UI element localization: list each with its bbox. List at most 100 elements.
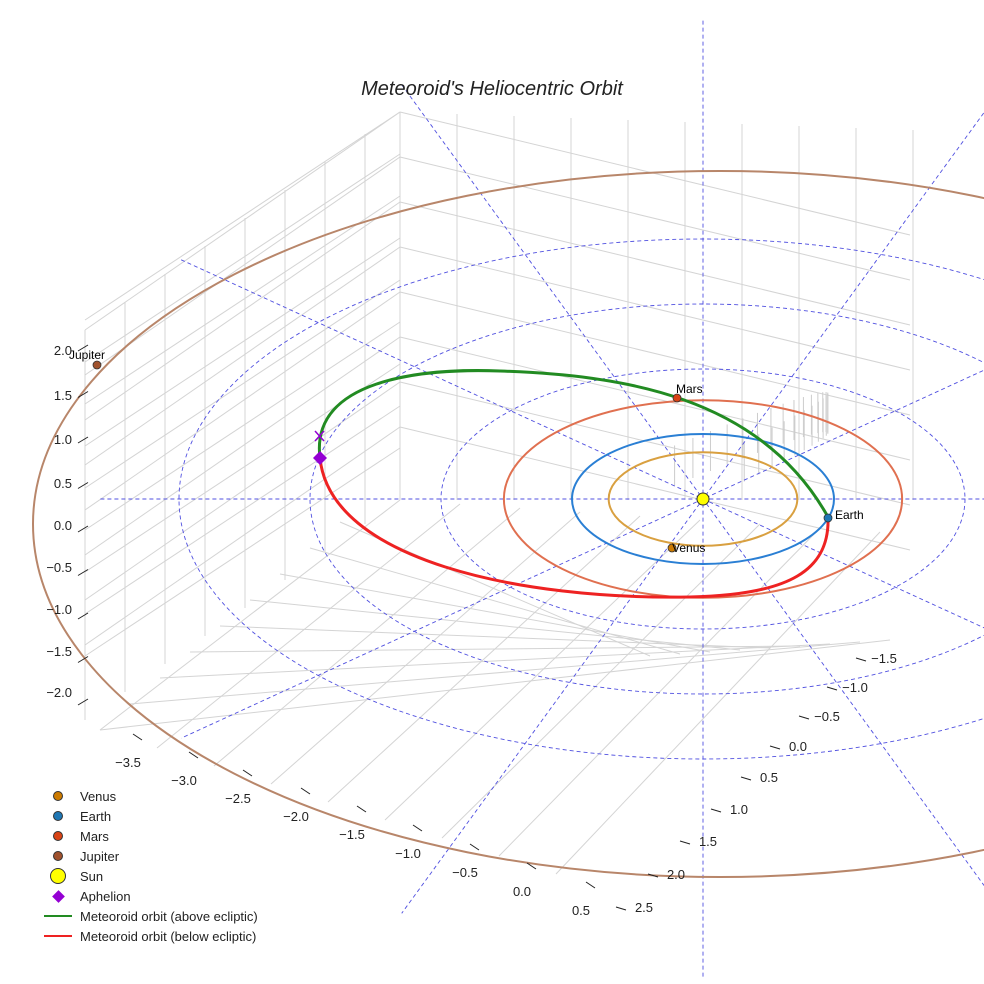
grid-line (399, 381, 911, 506)
orbit-venus (607, 451, 799, 547)
grid-line (84, 237, 401, 447)
z-tick-mark (77, 656, 89, 663)
z-tick-label: 1.5 (54, 388, 72, 403)
y-tick-mark (710, 808, 722, 813)
aphelion-marker (313, 451, 327, 465)
legend-label: Mars (80, 828, 109, 844)
grid-line (441, 523, 761, 839)
x-tick-mark (412, 824, 423, 832)
grid-line (309, 547, 681, 655)
legend-line-icon (36, 934, 80, 938)
planet-orbits (32, 170, 984, 878)
grid-line (84, 321, 401, 531)
grid-line (84, 246, 401, 466)
grid-line (84, 336, 401, 556)
legend-label: Jupiter (80, 848, 120, 864)
legend-item: Jupiter (36, 846, 258, 866)
z-tick-label: −1.0 (46, 602, 72, 617)
grid-line (270, 511, 581, 785)
jupiter-label: Jupiter (69, 348, 105, 362)
x-tick-label: −1.0 (395, 846, 421, 861)
grid-line (84, 291, 401, 511)
y-tick-mark (798, 715, 810, 720)
grid-line (84, 111, 401, 331)
x-tick-mark (132, 733, 143, 741)
grid-line (84, 195, 401, 405)
grid-line (399, 156, 911, 281)
z-tick-label: −2.0 (46, 685, 72, 700)
x-tick-label: 0.5 (572, 903, 590, 918)
venus-label: Venus (672, 541, 705, 555)
earth-label: Earth (835, 508, 864, 522)
x-tick-label: −1.5 (339, 827, 365, 842)
grid-line (399, 336, 911, 461)
grid-line (99, 499, 401, 731)
y-tick-label: 2.0 (667, 867, 685, 882)
legend-item: Venus (36, 786, 258, 806)
y-tick-mark (826, 686, 838, 691)
grid-line (84, 156, 401, 376)
venus-marker (667, 543, 677, 553)
legend-item: Meteoroid orbit (below ecliptic) (36, 926, 258, 946)
legend-item: Earth (36, 806, 258, 826)
chart-title: Meteoroid's Heliocentric Orbit (361, 78, 624, 100)
grid-line (84, 201, 401, 421)
z-tick-mark (77, 436, 89, 444)
x-tick-mark (300, 787, 311, 795)
y-tick-label: −1.5 (871, 651, 897, 666)
y-tick-label: 0.0 (789, 739, 807, 754)
x-tick-label: −3.5 (115, 755, 141, 770)
markers: Venus Earth Mars Jupiter (69, 348, 864, 555)
x-marker (314, 430, 325, 442)
z-tick-label: −0.5 (46, 560, 72, 575)
z-tick-label: 0.5 (54, 476, 72, 491)
y-tick-mark (769, 745, 781, 750)
legend-dot-icon (36, 811, 80, 821)
x-tick-mark (356, 805, 367, 813)
grid-line (213, 507, 521, 767)
legend-item: Aphelion (36, 886, 258, 906)
legend-label: Earth (80, 808, 112, 824)
grid-line (219, 625, 771, 649)
legend-dot-icon (36, 851, 80, 861)
grid-line (84, 111, 401, 321)
legend-label: Meteoroid orbit (above ecliptic) (80, 908, 258, 924)
grid-line (99, 639, 891, 731)
y-tick-label: 1.5 (699, 834, 717, 849)
x-tick-label: −0.5 (452, 865, 478, 880)
legend-label: Aphelion (80, 888, 131, 904)
mars-label: Mars (676, 382, 703, 396)
x-tick-mark (585, 881, 596, 889)
z-tick-mark (77, 391, 89, 398)
legend-label: Venus (80, 788, 117, 804)
x-tick-label: 0.0 (513, 884, 531, 899)
x-tick-mark (469, 843, 480, 851)
sun-marker (696, 492, 710, 506)
grid-line (129, 641, 861, 705)
orbit-earth (571, 433, 835, 565)
grid-line (555, 531, 881, 875)
legend-label: Sun (80, 868, 104, 884)
grid-line (498, 527, 821, 857)
x-tick-mark (188, 751, 199, 759)
meteoroid-orbit-below (318, 457, 830, 599)
z-tick-mark (77, 698, 89, 706)
legend: Venus Earth Mars Jupiter Sun Aphelion Meteoroi… (36, 786, 258, 946)
legend-dot-icon (36, 791, 80, 801)
grid-line (84, 426, 401, 646)
x-tick-label: −2.5 (225, 791, 251, 806)
legend-line-icon (36, 914, 80, 918)
y-tick-mark (615, 906, 627, 911)
meteoroid-orbit-above (317, 369, 830, 518)
z-tick-label: −1.5 (46, 644, 72, 659)
y-tick-label: −0.5 (814, 709, 840, 724)
grid-line (84, 447, 401, 657)
mars-marker (672, 393, 682, 403)
grid-line (399, 426, 911, 551)
x-tick-mark (526, 862, 537, 870)
y-tick-mark (855, 657, 867, 662)
legend-item: Meteoroid orbit (above ecliptic) (36, 906, 258, 926)
y-tick-mark (679, 840, 691, 845)
y-tick-mark (740, 776, 752, 781)
